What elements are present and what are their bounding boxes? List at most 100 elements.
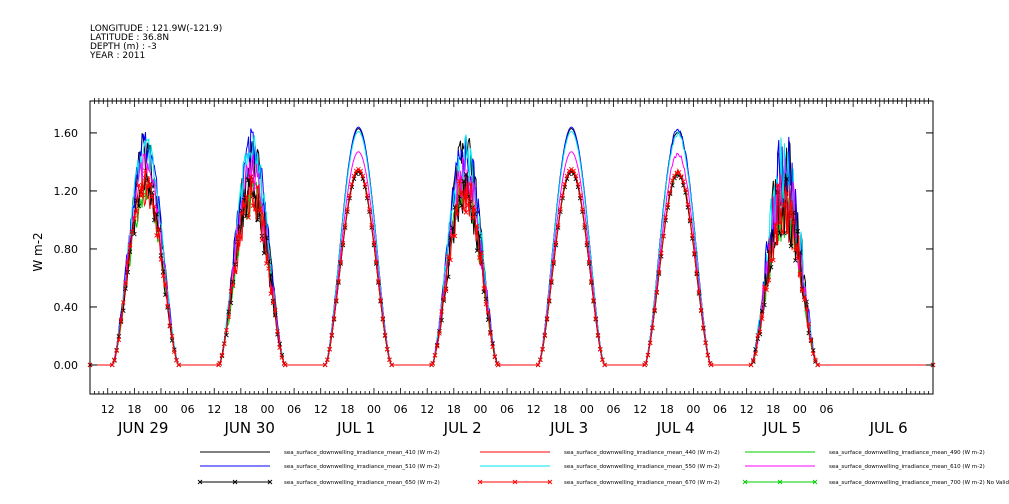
series-marker-8 bbox=[360, 173, 366, 179]
series-marker-8 bbox=[589, 278, 594, 284]
series-marker-8 bbox=[158, 257, 164, 262]
series-layer bbox=[87, 126, 936, 368]
series-marker-8 bbox=[217, 360, 223, 366]
series-marker-7 bbox=[784, 176, 789, 182]
series-marker-8 bbox=[268, 291, 274, 297]
series-marker-8 bbox=[553, 240, 559, 246]
series-marker-8 bbox=[551, 259, 556, 265]
series-marker-8 bbox=[380, 316, 386, 321]
series-marker-8 bbox=[755, 332, 761, 338]
series-marker-8 bbox=[495, 362, 501, 368]
series-marker-7 bbox=[788, 243, 794, 249]
legend-label: sea_surface_downwelling_irradiance_mean_… bbox=[564, 464, 720, 470]
series-marker-8 bbox=[650, 325, 655, 330]
series-marker-8 bbox=[378, 298, 383, 303]
series-marker-8 bbox=[118, 318, 124, 323]
series-marker-8 bbox=[147, 183, 153, 188]
x-tick-label: 18 bbox=[447, 403, 461, 416]
series-marker-8 bbox=[804, 306, 809, 312]
series-marker-8 bbox=[149, 194, 155, 199]
series-marker-7 bbox=[461, 178, 467, 184]
series-marker-8 bbox=[154, 233, 159, 238]
series-marker-8 bbox=[683, 187, 688, 192]
series-marker-8 bbox=[571, 168, 576, 174]
series-marker-7 bbox=[246, 177, 251, 183]
series-marker-8 bbox=[331, 316, 337, 321]
series-marker-8 bbox=[667, 190, 673, 195]
series-marker-8 bbox=[759, 316, 765, 321]
series-marker-7 bbox=[790, 210, 796, 216]
series-marker-8 bbox=[239, 211, 245, 216]
series-marker-8 bbox=[132, 216, 137, 221]
series-marker-8 bbox=[437, 331, 442, 336]
legend-marker bbox=[742, 479, 748, 485]
series-marker-7 bbox=[797, 250, 803, 255]
legend-marker bbox=[812, 479, 818, 485]
series-marker-8 bbox=[129, 229, 135, 234]
series-marker-8 bbox=[333, 298, 339, 303]
x-tick-label: 12 bbox=[207, 403, 221, 416]
series-marker-8 bbox=[160, 273, 166, 279]
legend-label: sea_surface_downwelling_irradiance_mean_… bbox=[284, 480, 440, 486]
series-marker-8 bbox=[481, 286, 487, 291]
x-tick-label: 18 bbox=[340, 403, 354, 416]
series-marker-8 bbox=[654, 289, 660, 295]
series-marker-7 bbox=[123, 286, 128, 291]
series-marker-8 bbox=[676, 170, 682, 175]
x-day-label: JUN 29 bbox=[117, 419, 168, 437]
series-marker-8 bbox=[670, 178, 675, 183]
series-marker-8 bbox=[555, 223, 561, 228]
series-marker-8 bbox=[156, 226, 162, 232]
series-marker-8 bbox=[665, 202, 671, 208]
series-marker-8 bbox=[349, 181, 355, 187]
series-marker-8 bbox=[575, 181, 581, 187]
series-marker-7 bbox=[160, 269, 166, 274]
series-marker-8 bbox=[685, 202, 691, 207]
series-marker-8 bbox=[795, 256, 800, 261]
series-marker-8 bbox=[174, 357, 179, 363]
series-marker-8 bbox=[703, 340, 708, 346]
series-marker-8 bbox=[701, 325, 706, 330]
series-marker-8 bbox=[221, 341, 227, 347]
series-marker-8 bbox=[232, 269, 238, 275]
x-tick-label: 06 bbox=[181, 403, 195, 416]
x-day-label: JUN 30 bbox=[223, 419, 274, 437]
series-line-8 bbox=[90, 167, 933, 366]
series-marker-8 bbox=[246, 215, 251, 220]
series-marker-8 bbox=[488, 331, 493, 336]
legend-label: sea_surface_downwelling_irradiance_mean_… bbox=[564, 480, 720, 486]
legend-label: sea_surface_downwelling_irradiance_mean_… bbox=[284, 450, 440, 456]
series-marker-7 bbox=[768, 264, 774, 270]
series-marker-8 bbox=[681, 179, 686, 184]
series-marker-8 bbox=[600, 357, 605, 363]
series-marker-8 bbox=[345, 207, 350, 212]
series-marker-8 bbox=[538, 357, 543, 363]
series-marker-7 bbox=[252, 194, 258, 200]
series-marker-8 bbox=[432, 352, 438, 358]
y-axis-label: W m-2 bbox=[31, 232, 45, 271]
series-line-2 bbox=[90, 170, 933, 366]
series-line-7 bbox=[90, 171, 933, 366]
x-tick-label: 00 bbox=[793, 403, 807, 416]
legend-marker bbox=[232, 479, 238, 485]
x-tick-label: 06 bbox=[500, 403, 514, 416]
series-marker-8 bbox=[775, 183, 781, 188]
series-marker-8 bbox=[813, 357, 818, 363]
series-marker-8 bbox=[678, 174, 684, 179]
series-marker-8 bbox=[689, 233, 695, 238]
series-marker-7 bbox=[806, 330, 812, 336]
x-tick-label: 12 bbox=[420, 403, 434, 416]
series-marker-8 bbox=[479, 250, 484, 256]
plot-frame bbox=[89, 100, 934, 395]
series-marker-8 bbox=[266, 266, 271, 271]
series-marker-8 bbox=[171, 349, 177, 354]
series-marker-8 bbox=[163, 281, 168, 286]
series-marker-8 bbox=[784, 191, 789, 196]
series-marker-8 bbox=[777, 220, 783, 226]
series-marker-8 bbox=[430, 361, 436, 366]
series-marker-8 bbox=[322, 362, 328, 368]
series-marker-8 bbox=[645, 352, 651, 358]
series-marker-8 bbox=[152, 204, 157, 209]
series-marker-8 bbox=[647, 340, 653, 346]
x-tick-label: 06 bbox=[287, 403, 301, 416]
